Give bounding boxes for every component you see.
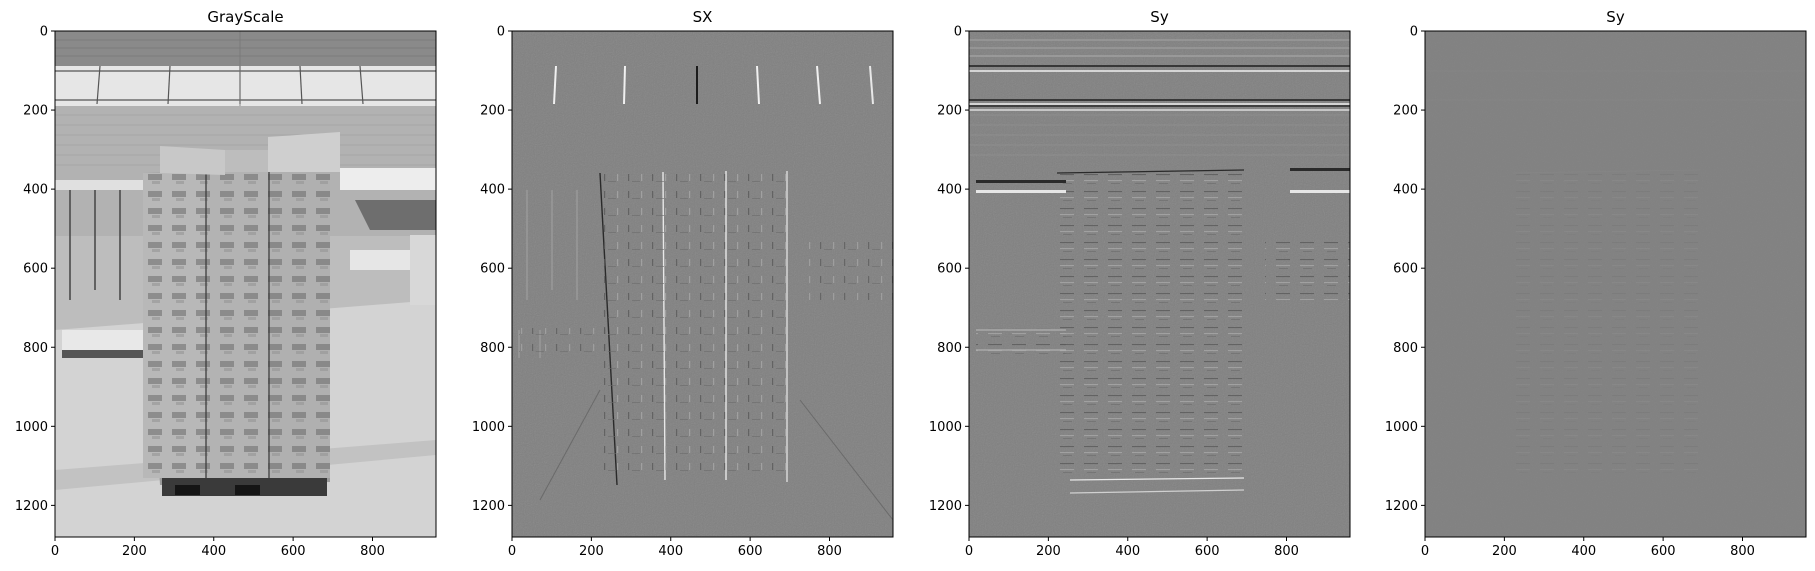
sobel-y-image bbox=[969, 31, 1350, 537]
y-tick-label: 400 bbox=[480, 183, 505, 198]
y-tick-label: 800 bbox=[23, 341, 48, 356]
y-tick-label: 1200 bbox=[1385, 499, 1418, 514]
panel-title: Sy bbox=[1150, 8, 1169, 26]
x-tick-label: 0 bbox=[51, 544, 59, 559]
panel-title: SX bbox=[693, 8, 713, 26]
y-tick-label: 200 bbox=[937, 104, 962, 119]
panel-title: Sy bbox=[1606, 8, 1625, 26]
x-tick-label: 0 bbox=[1421, 544, 1429, 559]
x-tick-label: 800 bbox=[360, 544, 385, 559]
x-tick-label: 600 bbox=[281, 544, 306, 559]
panel-title: GrayScale bbox=[207, 8, 283, 26]
panel-sobel-y: Sy bbox=[968, 8, 1351, 538]
y-tick-label: 200 bbox=[1393, 104, 1418, 119]
x-tick-label: 400 bbox=[1115, 544, 1140, 559]
y-tick-label: 600 bbox=[1393, 262, 1418, 277]
y-tick-label: 400 bbox=[23, 183, 48, 198]
faint-edges-axes-frame bbox=[1424, 30, 1807, 538]
x-tick-label: 200 bbox=[579, 544, 604, 559]
y-tick-label: 1000 bbox=[1385, 420, 1418, 435]
panel-grayscale: GrayScale bbox=[54, 8, 437, 538]
x-tick-label: 400 bbox=[201, 544, 226, 559]
y-tick-label: 600 bbox=[937, 262, 962, 277]
y-tick-label: 400 bbox=[1393, 183, 1418, 198]
y-tick-label: 200 bbox=[480, 104, 505, 119]
y-tick-label: 800 bbox=[937, 341, 962, 356]
panel-faint-edges: Sy bbox=[1424, 8, 1807, 538]
x-tick-label: 800 bbox=[817, 544, 842, 559]
y-tick-label: 0 bbox=[497, 25, 505, 40]
y-tick-label: 1200 bbox=[15, 499, 48, 514]
y-tick-label: 400 bbox=[937, 183, 962, 198]
sobel-x-axes-frame bbox=[511, 30, 894, 538]
x-tick-label: 600 bbox=[1651, 544, 1676, 559]
y-tick-label: 0 bbox=[1410, 25, 1418, 40]
x-tick-label: 400 bbox=[1571, 544, 1596, 559]
x-tick-label: 0 bbox=[965, 544, 973, 559]
grayscale-image bbox=[55, 31, 436, 537]
y-tick-label: 600 bbox=[480, 262, 505, 277]
y-tick-label: 1200 bbox=[929, 499, 962, 514]
x-tick-label: 400 bbox=[658, 544, 683, 559]
x-tick-label: 0 bbox=[508, 544, 516, 559]
panel-sobel-x: SX bbox=[511, 8, 894, 538]
x-tick-label: 800 bbox=[1274, 544, 1299, 559]
y-tick-label: 1000 bbox=[472, 420, 505, 435]
x-tick-label: 200 bbox=[1492, 544, 1517, 559]
sobel-x-image bbox=[512, 31, 893, 537]
faint-edges-image bbox=[1425, 31, 1806, 537]
x-tick-label: 800 bbox=[1730, 544, 1755, 559]
grayscale-axes-frame bbox=[54, 30, 437, 538]
x-tick-label: 600 bbox=[738, 544, 763, 559]
x-tick-label: 200 bbox=[1036, 544, 1061, 559]
y-tick-label: 1000 bbox=[929, 420, 962, 435]
x-tick-label: 200 bbox=[122, 544, 147, 559]
y-tick-label: 0 bbox=[40, 25, 48, 40]
y-tick-label: 0 bbox=[954, 25, 962, 40]
tick-layer: 0 200 400 600 800 0 200 400 600 800 1000 1200 0 200 40… bbox=[15, 25, 1755, 560]
y-tick-label: 600 bbox=[23, 262, 48, 277]
sobel-y-axes-frame bbox=[968, 30, 1351, 538]
y-tick-label: 800 bbox=[1393, 341, 1418, 356]
y-tick-label: 1200 bbox=[472, 499, 505, 514]
y-tick-label: 1000 bbox=[15, 420, 48, 435]
y-tick-label: 200 bbox=[23, 104, 48, 119]
x-tick-label: 600 bbox=[1195, 544, 1220, 559]
y-tick-label: 800 bbox=[480, 341, 505, 356]
